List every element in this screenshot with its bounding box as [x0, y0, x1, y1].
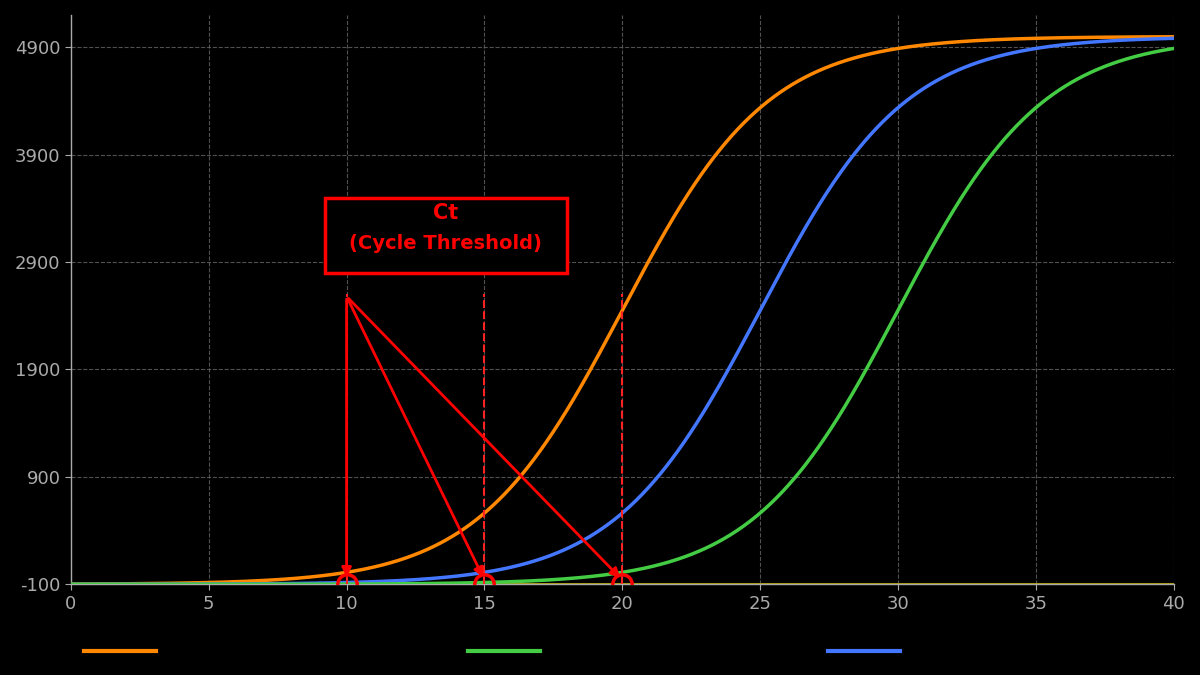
Text: (Cycle Threshold): (Cycle Threshold)	[349, 234, 542, 252]
Text: Ct: Ct	[433, 203, 458, 223]
Bar	[324, 198, 568, 273]
